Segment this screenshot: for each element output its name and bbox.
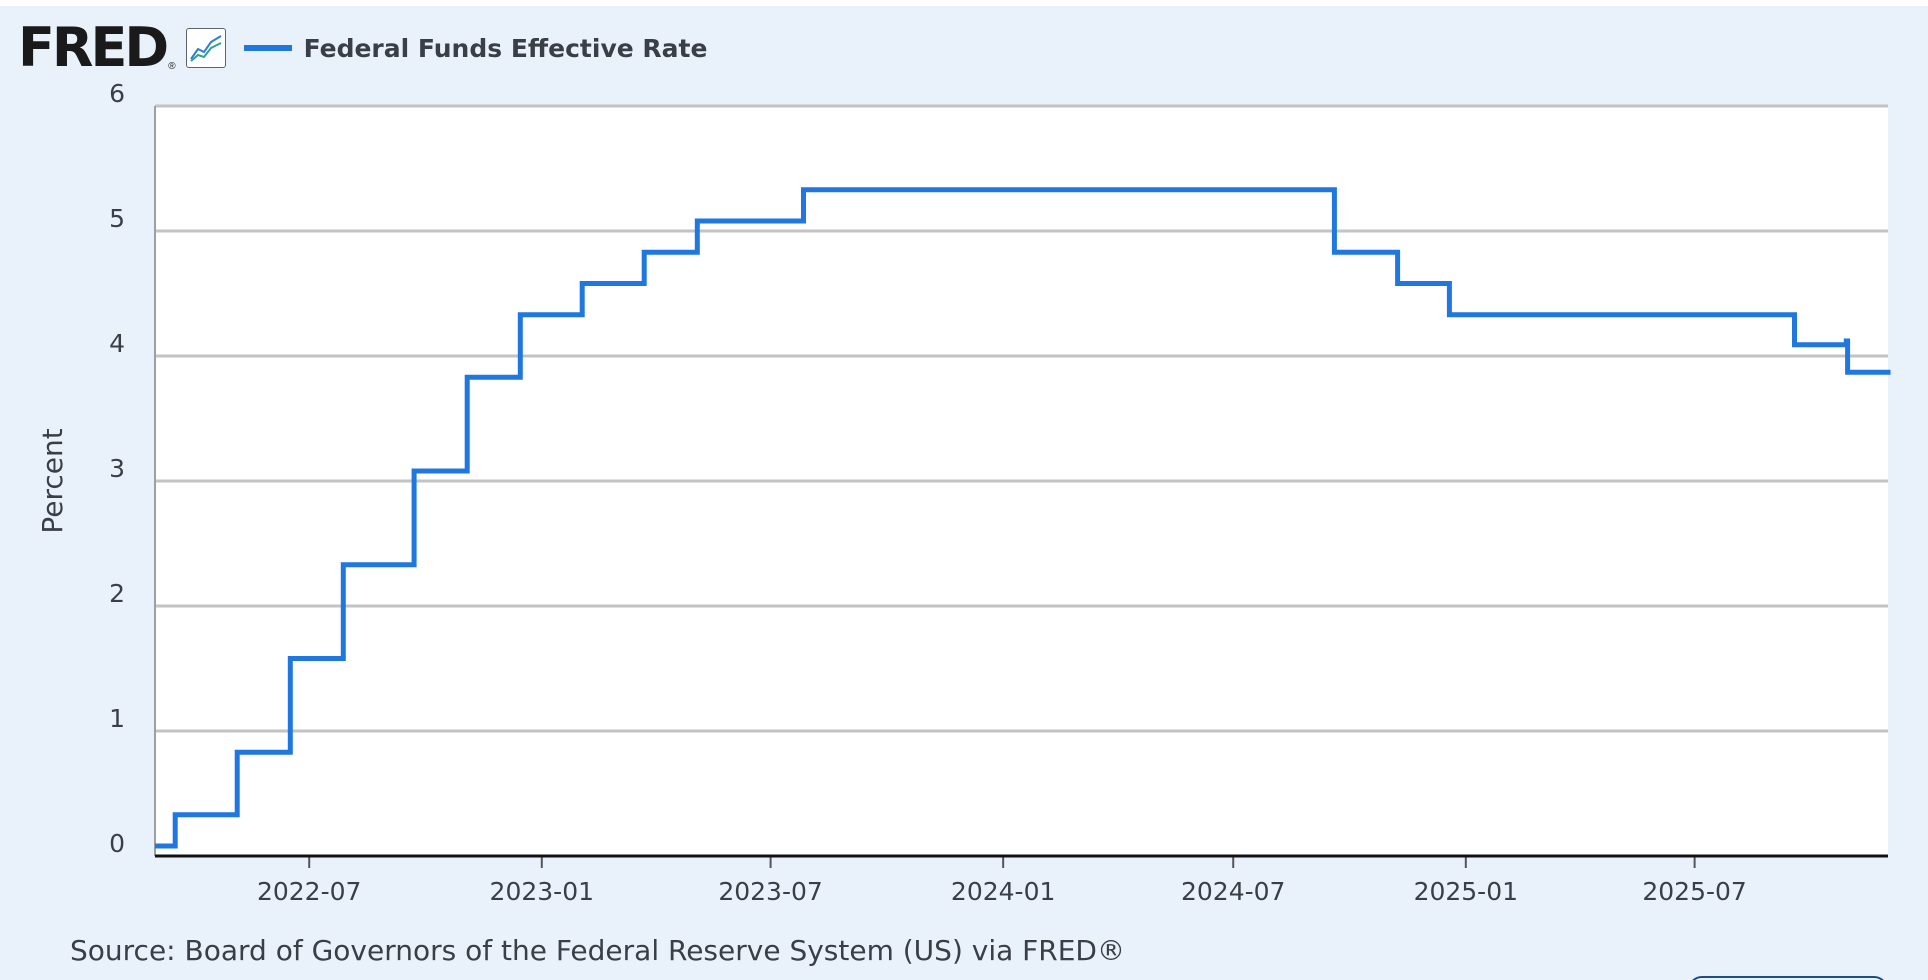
y-tick-label: 6 xyxy=(109,79,125,108)
legend-swatch xyxy=(243,45,292,51)
chart-header: FRED ® Federal Funds Effective Rate xyxy=(18,18,707,78)
source-note: Source: Board of Governors of the Federa… xyxy=(70,934,1125,967)
chart-frame: FRED ® Federal Funds Effective Rate 0 1 2 3… xyxy=(0,6,1928,980)
y-axis-title: Percent xyxy=(36,428,69,533)
y-tick-label: 4 xyxy=(109,329,125,358)
x-tick-label: 2023-01 xyxy=(490,877,594,906)
y-tick-label: 3 xyxy=(109,454,125,483)
action-button[interactable] xyxy=(1688,976,1888,980)
x-tick-label: 2023-07 xyxy=(718,877,822,906)
registered-mark: ® xyxy=(168,61,176,72)
x-axis-ticks: 2022-07 2023-01 2023-07 2024-01 2024-07 2025-… xyxy=(257,856,1747,906)
y-tick-label: 5 xyxy=(109,204,125,233)
legend-label[interactable]: Federal Funds Effective Rate xyxy=(303,33,708,63)
gridlines xyxy=(155,104,1888,733)
series-line[interactable] xyxy=(155,187,1891,849)
x-tick-label: 2025-07 xyxy=(1642,877,1746,906)
line-chart: 0 1 2 3 4 5 6 2022-07 2023-01 2023-07 2024-01 2024… xyxy=(36,79,1891,906)
series-layer xyxy=(155,187,1891,849)
x-tick-label: 2022-07 xyxy=(257,877,361,906)
x-tick-label: 2025-01 xyxy=(1414,877,1518,906)
y-axis-ticks: 0 1 2 3 4 5 6 xyxy=(109,79,125,858)
fred-logo[interactable]: FRED xyxy=(18,16,169,79)
x-tick-label: 2024-07 xyxy=(1181,877,1285,906)
x-tick-label: 2024-01 xyxy=(951,877,1055,906)
y-tick-label: 1 xyxy=(109,704,125,733)
y-tick-label: 2 xyxy=(109,579,125,608)
line-chart-icon[interactable] xyxy=(185,28,226,68)
y-tick-label: 0 xyxy=(109,829,125,858)
